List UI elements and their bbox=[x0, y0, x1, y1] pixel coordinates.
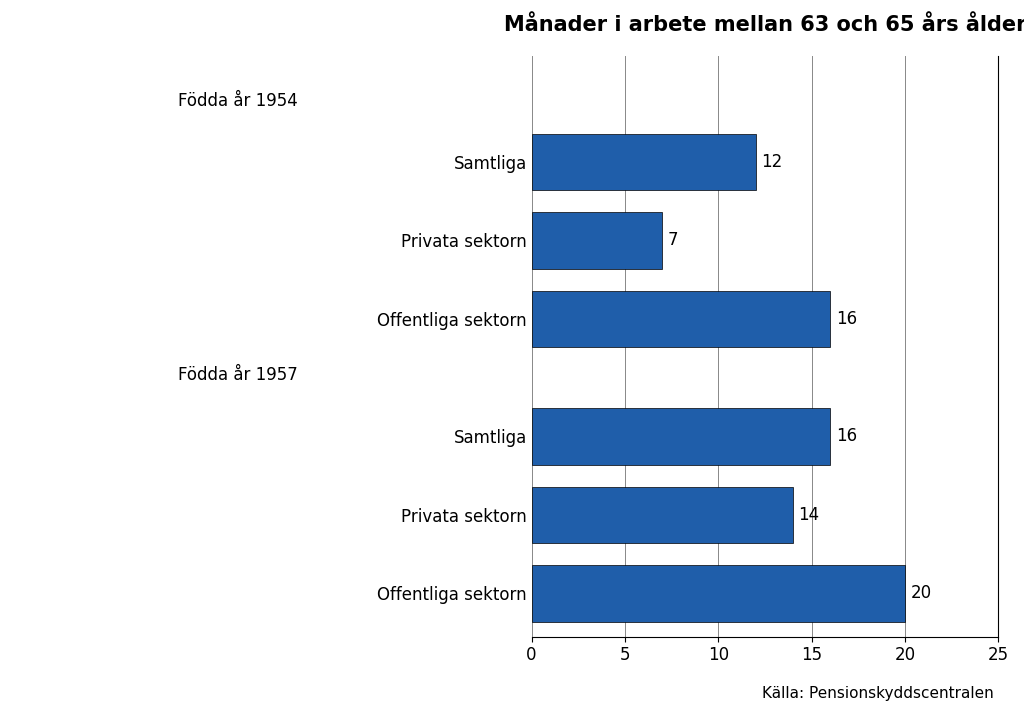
Text: 12: 12 bbox=[761, 153, 782, 171]
Text: Födda år 1954: Födda år 1954 bbox=[178, 92, 298, 109]
Bar bbox=[531, 565, 905, 621]
Text: 14: 14 bbox=[799, 506, 820, 524]
Bar bbox=[531, 134, 756, 190]
Bar bbox=[531, 212, 663, 269]
Bar bbox=[531, 408, 830, 465]
Text: Födda år 1957: Födda år 1957 bbox=[178, 366, 298, 384]
Bar bbox=[531, 290, 830, 347]
Text: 16: 16 bbox=[836, 428, 857, 445]
Text: 20: 20 bbox=[910, 584, 932, 602]
Title: Månader i arbete mellan 63 och 65 års ålder: Månader i arbete mellan 63 och 65 års ål… bbox=[504, 15, 1024, 35]
Text: 16: 16 bbox=[836, 310, 857, 327]
Text: Källa: Pensionskyddscentralen: Källa: Pensionskyddscentralen bbox=[762, 686, 993, 701]
Text: 7: 7 bbox=[668, 232, 678, 250]
Bar bbox=[531, 487, 793, 543]
